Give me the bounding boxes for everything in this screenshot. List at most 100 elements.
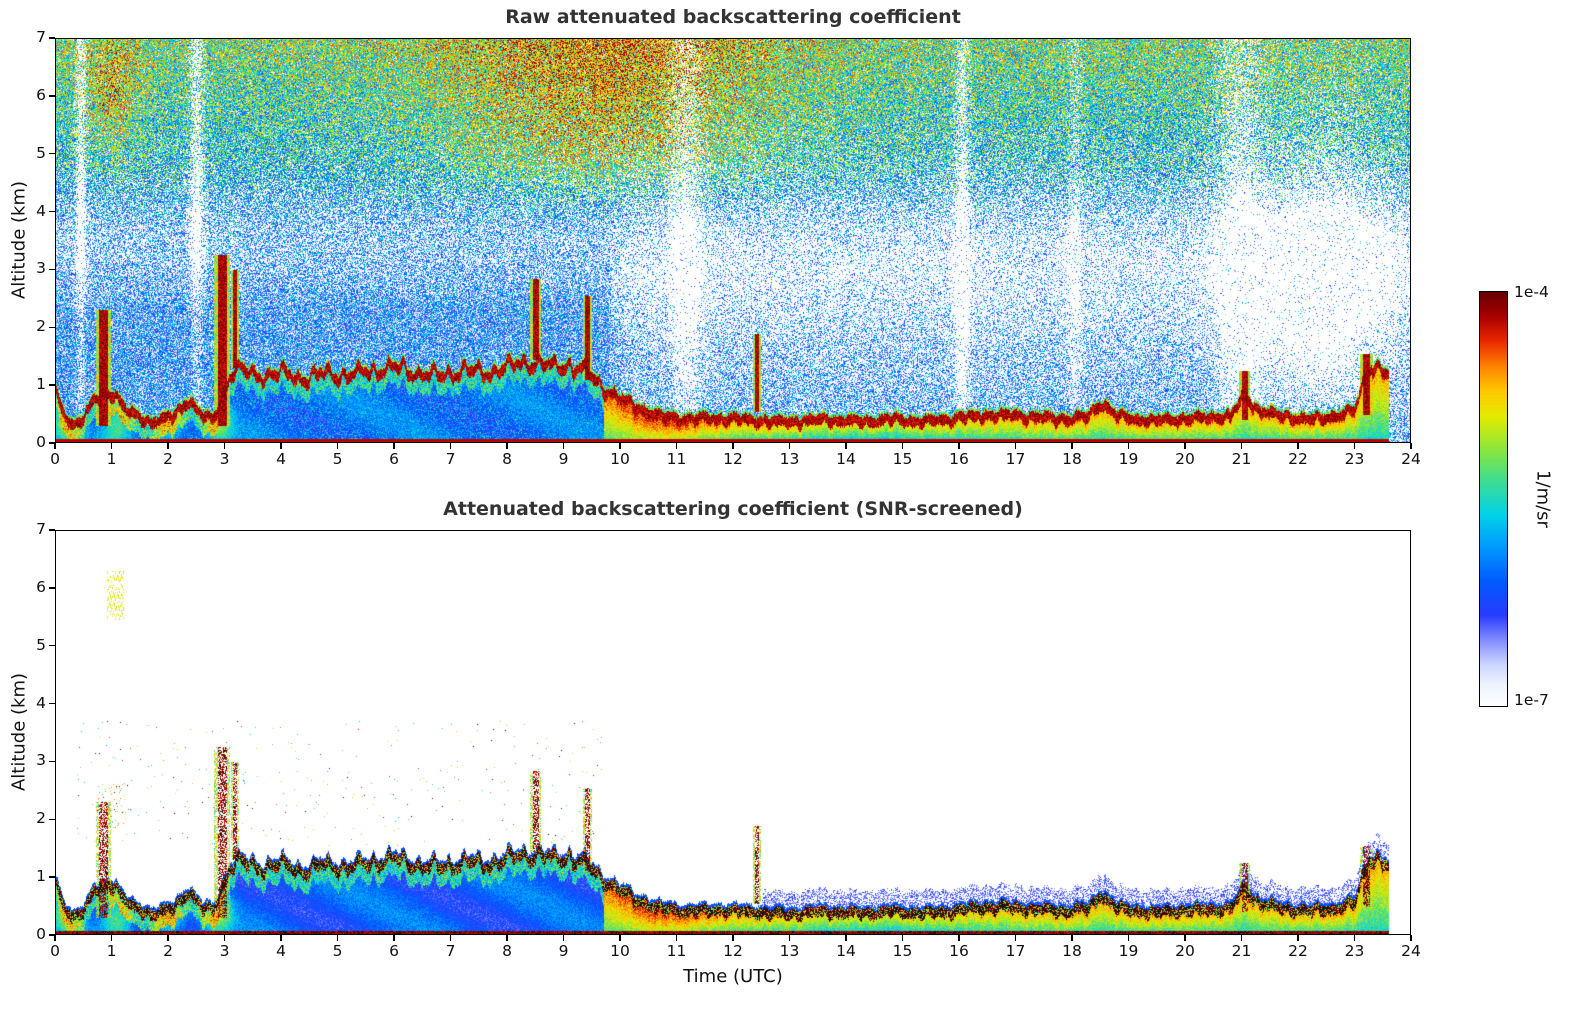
x-tick-label: 20 xyxy=(1175,450,1195,468)
x-tick xyxy=(1240,443,1243,449)
x-tick xyxy=(1071,443,1073,449)
y-tick xyxy=(49,818,55,821)
x-tick xyxy=(1410,443,1412,449)
y-tick xyxy=(49,152,55,155)
x-tick xyxy=(1071,935,1073,941)
x-tick-label: 1 xyxy=(106,942,117,960)
bottom-heatmap-canvas xyxy=(55,530,1411,935)
x-tick-label: 3 xyxy=(219,942,230,960)
x-tick-label: 15 xyxy=(892,450,913,468)
y-tick-label: 4 xyxy=(36,693,46,712)
x-tick xyxy=(1410,935,1412,941)
x-tick-label: 13 xyxy=(779,450,800,468)
y-tick-label: 3 xyxy=(36,259,46,278)
x-tick xyxy=(675,935,678,941)
y-tick xyxy=(49,529,55,531)
x-tick-label: 5 xyxy=(332,942,343,960)
x-tick xyxy=(732,935,734,941)
x-tick xyxy=(901,443,904,449)
x-tick-label: 16 xyxy=(949,450,969,468)
x-tick-label: 12 xyxy=(723,450,743,468)
y-tick xyxy=(49,210,55,213)
x-tick-label: 19 xyxy=(1118,450,1139,468)
x-tick-label: 7 xyxy=(445,942,456,960)
y-tick-label: 0 xyxy=(36,925,46,943)
x-tick xyxy=(449,935,452,941)
x-tick xyxy=(393,443,395,449)
x-tick-label: 20 xyxy=(1175,942,1195,960)
y-tick-label: 2 xyxy=(36,317,46,336)
y-tick xyxy=(49,95,55,97)
x-tick xyxy=(506,443,508,449)
y-tick-label: 1 xyxy=(36,867,46,886)
x-tick-label: 12 xyxy=(723,942,743,960)
y-tick xyxy=(49,268,55,271)
x-tick-label: 9 xyxy=(558,450,569,468)
y-tick xyxy=(49,876,55,878)
x-tick xyxy=(393,935,395,941)
x-tick xyxy=(732,443,734,449)
x-tick-label: 22 xyxy=(1288,942,1308,960)
x-tick-label: 13 xyxy=(779,942,800,960)
top-panel-title: Raw attenuated backscattering coefficien… xyxy=(505,6,961,28)
x-tick xyxy=(54,935,56,941)
x-tick-label: 23 xyxy=(1344,450,1365,468)
x-tick xyxy=(1297,935,1299,941)
x-tick-label: 17 xyxy=(1005,942,1026,960)
x-tick-label: 24 xyxy=(1401,450,1421,468)
x-tick-label: 23 xyxy=(1344,942,1365,960)
x-tick-label: 21 xyxy=(1231,450,1252,468)
x-tick xyxy=(223,935,226,941)
y-tick-label: 0 xyxy=(36,433,46,451)
y-tick-label: 2 xyxy=(36,809,46,828)
x-tick-label: 16 xyxy=(949,942,969,960)
y-tick-label: 7 xyxy=(36,520,46,538)
x-tick-label: 10 xyxy=(610,450,630,468)
x-tick-label: 24 xyxy=(1401,942,1421,960)
x-tick-label: 8 xyxy=(502,942,512,960)
x-tick xyxy=(506,935,508,941)
x-tick-label: 17 xyxy=(1005,450,1026,468)
x-tick xyxy=(1014,443,1017,449)
x-tick xyxy=(619,935,621,941)
x-tick xyxy=(1014,935,1017,941)
x-tick-label: 19 xyxy=(1118,942,1139,960)
x-tick xyxy=(167,443,169,449)
x-tick xyxy=(280,443,282,449)
x-tick-label: 6 xyxy=(389,450,399,468)
x-tick xyxy=(845,443,847,449)
x-tick-label: 0 xyxy=(50,450,60,468)
x-tick-label: 9 xyxy=(558,942,569,960)
x-tick xyxy=(562,935,565,941)
x-tick-label: 21 xyxy=(1231,942,1252,960)
colorbar-max-label: 1e-4 xyxy=(1514,283,1549,301)
x-tick xyxy=(1353,935,1356,941)
y-tick xyxy=(49,760,55,763)
x-tick xyxy=(1127,935,1130,941)
y-tick-label: 5 xyxy=(36,143,46,162)
y-tick-label: 4 xyxy=(36,201,46,220)
bottom-y-axis-label: Altitude (km) xyxy=(8,672,30,792)
y-tick-label: 6 xyxy=(36,85,46,104)
x-tick-label: 10 xyxy=(610,942,630,960)
x-tick-label: 14 xyxy=(836,942,856,960)
x-tick-label: 4 xyxy=(276,942,286,960)
x-tick xyxy=(110,935,113,941)
y-tick-label: 7 xyxy=(36,28,46,46)
x-tick-label: 4 xyxy=(276,450,286,468)
x-axis-label: Time (UTC) xyxy=(683,966,783,987)
x-tick xyxy=(901,935,904,941)
x-tick-label: 11 xyxy=(666,450,687,468)
x-tick-label: 15 xyxy=(892,942,913,960)
x-tick xyxy=(788,935,791,941)
x-tick-label: 0 xyxy=(50,942,60,960)
y-tick xyxy=(49,934,55,936)
y-tick xyxy=(49,37,55,39)
x-tick-label: 18 xyxy=(1062,450,1082,468)
x-tick xyxy=(167,935,169,941)
x-tick-label: 6 xyxy=(389,942,399,960)
y-tick-label: 3 xyxy=(36,751,46,770)
x-tick xyxy=(336,443,339,449)
x-tick-label: 18 xyxy=(1062,942,1082,960)
